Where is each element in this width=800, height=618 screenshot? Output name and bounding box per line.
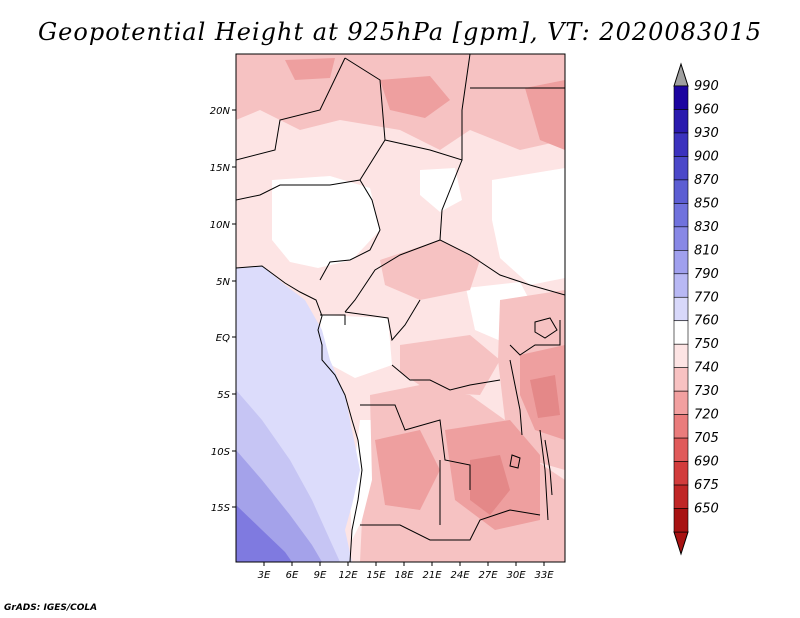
white-region-west-africa	[272, 176, 380, 268]
colorbar-segment	[673, 156, 689, 181]
ocean-deep	[236, 505, 292, 562]
lon-label: 24E	[450, 570, 470, 581]
lat-label: 20N	[210, 106, 231, 117]
lon-label: 6E	[286, 570, 299, 581]
colorbar-label: 870	[694, 173, 719, 188]
colorbar-segment	[673, 343, 689, 368]
lat-axis: 20N 15N 10N 5N EQ 5S 10S 15S	[210, 106, 236, 514]
dark-region-angola	[375, 430, 440, 510]
map-panel	[236, 54, 565, 562]
colorbar-segment	[673, 484, 689, 509]
pink-region-central	[380, 240, 480, 300]
colorbar-segment	[673, 367, 689, 392]
colorbar-label: 720	[694, 408, 719, 423]
colorbar-bottom-arrow	[673, 531, 689, 556]
lon-axis: 3E 6E 9E 12E 15E 18E 21E 24E 27E 30E 33E	[258, 562, 554, 581]
colorbar-top-arrow	[673, 62, 689, 87]
colorbar-label: 750	[694, 337, 719, 352]
lake-tanganyika	[509, 359, 523, 436]
colorbar-segment	[673, 109, 689, 134]
lon-label: 18E	[394, 570, 414, 581]
white-region-south-coast	[350, 420, 378, 540]
dark-region-niger	[285, 58, 335, 80]
lon-label: 9E	[314, 570, 327, 581]
colorbar-segment	[673, 85, 689, 110]
colorbar-segment	[673, 226, 689, 251]
chart-title: Geopotential Height at 925hPa [gpm], VT:…	[38, 18, 762, 46]
colorbar-label: 690	[694, 455, 719, 470]
colorbar-label: 810	[694, 243, 719, 258]
lat-label: 10S	[211, 447, 231, 458]
colorbar-segment	[673, 132, 689, 157]
lon-label: 21E	[422, 570, 442, 581]
colorbar-segment	[673, 273, 689, 298]
white-region-gabon	[320, 315, 392, 378]
lon-label: 27E	[478, 570, 498, 581]
colorbar-segment	[673, 203, 689, 228]
darker-region-tanzania	[530, 375, 560, 418]
colorbar-label: 850	[694, 196, 719, 211]
colorbar-label: 900	[694, 149, 719, 164]
colorbar-label: 675	[694, 478, 719, 493]
colorbar-label: 990	[694, 79, 719, 94]
colorbar-segment	[673, 437, 689, 462]
lon-label: 3E	[258, 570, 271, 581]
country-borders	[236, 54, 565, 541]
colorbar-label: 705	[694, 431, 719, 446]
lon-label: 33E	[534, 570, 554, 581]
lat-label: 5S	[217, 390, 230, 401]
lat-label: 10N	[210, 220, 231, 231]
colorbar-label: 830	[694, 220, 719, 235]
colorbar-label: 650	[694, 502, 719, 517]
lake-malawi	[544, 439, 553, 496]
colorbar: 990 960 930 900 870 850 830 810 790 770 760 750 740 7…	[673, 62, 719, 556]
lake-mweru	[509, 454, 521, 469]
lon-label: 12E	[338, 570, 358, 581]
colorbar-segment	[673, 250, 689, 275]
colorbar-label: 790	[694, 267, 719, 282]
lake-victoria	[534, 317, 558, 339]
lat-label: 5N	[216, 277, 230, 288]
colorbar-segment	[673, 390, 689, 415]
map-frame	[235, 53, 566, 563]
colorbar-segment	[673, 296, 689, 322]
dark-region-sudan	[525, 80, 565, 150]
colorbar-label: 730	[694, 384, 719, 399]
colorbar-label: 930	[694, 126, 719, 141]
colorbar-segment	[673, 179, 689, 204]
darker-region-zambia	[470, 455, 510, 515]
lon-label: 15E	[366, 570, 386, 581]
lon-label: 30E	[506, 570, 526, 581]
footer-credit: GrADS: IGES/COLA	[4, 603, 98, 613]
colorbar-segment	[673, 320, 689, 345]
dark-region-chad	[380, 76, 450, 118]
colorbar-label: 960	[694, 102, 719, 117]
colorbar-label: 770	[694, 290, 719, 305]
colorbar-label: 740	[694, 361, 719, 376]
colorbar-segment	[673, 414, 689, 439]
colorbar-label: 760	[694, 314, 719, 329]
coastline	[236, 265, 363, 562]
lat-label: EQ	[216, 333, 230, 344]
colorbar-segment	[673, 508, 689, 533]
colorbar-segment	[673, 461, 689, 486]
white-region-north-east	[420, 168, 462, 212]
lat-label: 15S	[211, 503, 231, 514]
white-region-east	[492, 168, 565, 285]
lat-label: 15N	[210, 163, 231, 174]
map-borders	[236, 54, 565, 562]
